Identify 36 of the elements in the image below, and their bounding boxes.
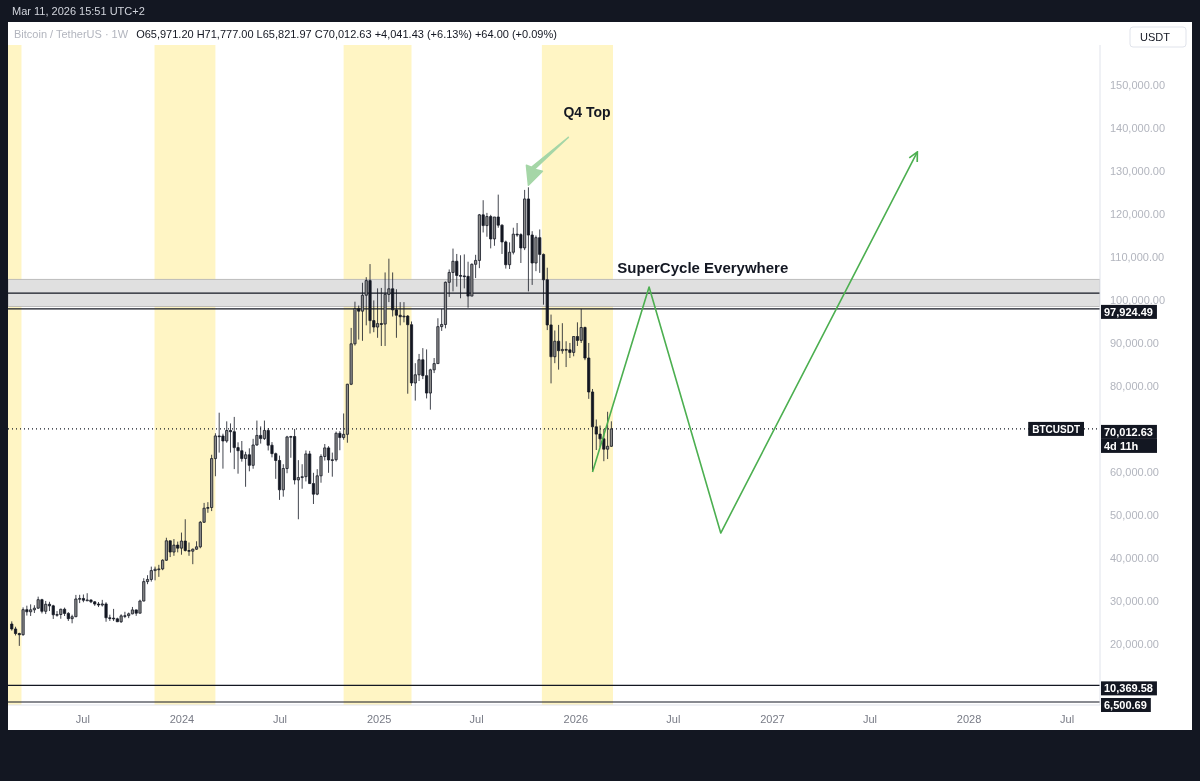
x-tick-label: Jul xyxy=(862,712,877,725)
y-tick-label: 140,000.00 xyxy=(1110,122,1166,134)
x-tick-label: Jul xyxy=(469,712,484,725)
x-tick-label: 2024 xyxy=(169,712,195,725)
x-tick-label: Jul xyxy=(1060,712,1075,725)
x-tick-label: Jul xyxy=(272,712,288,725)
chart-title: Bitcoin / TetherUS · 1W xyxy=(14,28,129,40)
y-tick-label: 60,000.00 xyxy=(1110,465,1159,478)
y-tick-label: 100,000.00 xyxy=(1110,293,1166,306)
annotation: Q4 Top xyxy=(563,104,611,121)
y-tick-label: 50,000.00 xyxy=(1110,508,1159,521)
ref-line-label: 10,369.58 xyxy=(1104,682,1153,695)
y-tick-label: 40,000.00 xyxy=(1110,551,1159,564)
y-axis-title: USDT xyxy=(1140,31,1171,43)
y-tick-label: 130,000.00 xyxy=(1110,165,1166,177)
y-tick-label: 110,000.00 xyxy=(1110,250,1165,263)
text: Mar 11, 2026 15:51 UTC+2 xyxy=(12,5,145,17)
band-label: SuperCycle Everywhere xyxy=(617,259,789,277)
annotation: BTCUSDT xyxy=(1032,423,1080,435)
ref-line-label: 97,924.49 xyxy=(1104,305,1153,318)
chart-subtitle: O65,971.20 H71,777.00 L65,821.97 C70,012.63 +4,041.43 (+6.13%) +64.00 (+0.09%) xyxy=(136,28,557,40)
y-tick-label: 80,000.00 xyxy=(1110,379,1159,392)
ref-line-label: 70,012.63 xyxy=(1104,425,1153,438)
ref-line-label: 6,500.69 xyxy=(1104,698,1147,711)
x-tick-label: Jul xyxy=(666,712,681,725)
y-tick-label: 30,000.00 xyxy=(1110,594,1159,607)
x-tick-label: 2028 xyxy=(956,712,982,725)
x-tick-label: 2027 xyxy=(760,712,785,725)
y-tick-label: 150,000.00 xyxy=(1110,79,1166,92)
x-tick-label: Jul xyxy=(75,712,90,725)
y-tick-label: 120,000.00 xyxy=(1110,208,1166,220)
x-tick-label: 2026 xyxy=(563,712,589,725)
x-tick-label: 2025 xyxy=(366,712,392,725)
y-tick-label: 20,000.00 xyxy=(1110,637,1159,650)
y-tick-label: 90,000.00 xyxy=(1110,336,1159,349)
text: 4d 11h xyxy=(1104,439,1139,452)
